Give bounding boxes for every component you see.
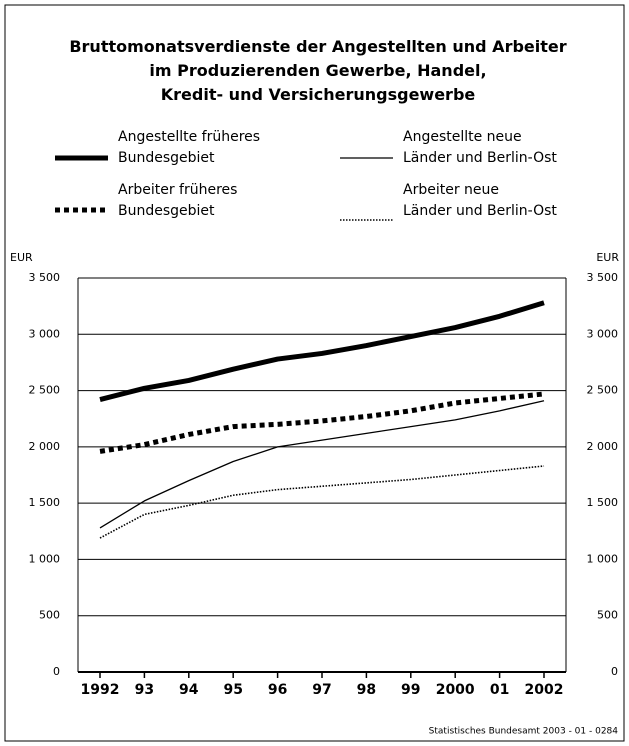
series-line: [99, 400, 545, 529]
y-tick-label: 2 000: [29, 440, 61, 453]
series-line: [99, 465, 545, 539]
x-tick-label: 2000: [436, 682, 475, 698]
x-tick-label: 99: [401, 682, 420, 698]
y2-tick-label: 1 000: [587, 552, 619, 565]
series-line: [99, 391, 545, 454]
frame: [4, 4, 625, 742]
x-tick-label: 93: [135, 682, 154, 698]
y-tick-label: 3 500: [29, 271, 61, 284]
x-tick-label: 98: [357, 682, 376, 698]
y2-tick-label: 500: [597, 609, 618, 622]
chart-title: Bruttomonatsverdienste der Angestellten …: [69, 37, 566, 104]
y-tick-label: 1 500: [29, 496, 61, 509]
y2-tick-label: 2 000: [587, 440, 619, 453]
legend-label: Angestellte früheres Bundesgebiet: [118, 129, 260, 166]
x-tick-label: 1992: [81, 682, 120, 698]
y2-tick-label: 3 500: [587, 271, 619, 284]
legend-label: Arbeiter früheres Bundesgebiet: [118, 182, 237, 219]
y-tick-label: 1 000: [29, 552, 61, 565]
y2-axis-label: EUR: [596, 251, 619, 264]
legend-label: Arbeiter neue Länder und Berlin-Ost: [403, 182, 557, 219]
x-tick-label: 94: [179, 682, 199, 698]
y2-tick-label: 3 000: [587, 327, 619, 340]
x-tick-label: 96: [268, 682, 287, 698]
y-tick-label: 2 500: [29, 384, 61, 397]
x-tick-label: 95: [223, 682, 242, 698]
y-axis-label: EUR: [10, 251, 33, 264]
x-tick-label: 97: [312, 682, 331, 698]
y-tick-label: 0: [53, 665, 60, 678]
series-line: [99, 300, 545, 403]
legend-label: Angestellte neue Länder und Berlin-Ost: [403, 129, 557, 166]
y2-tick-label: 2 500: [587, 384, 619, 397]
x-tick-label: 2002: [525, 682, 564, 698]
y2-tick-label: 1 500: [587, 496, 619, 509]
y-tick-label: 3 000: [29, 327, 61, 340]
y-tick-label: 500: [39, 609, 60, 622]
source: Statistisches Bundesamt 2003 - 01 - 0284: [429, 727, 619, 737]
y2-tick-label: 0: [611, 665, 618, 678]
x-tick-label: 01: [490, 682, 509, 698]
